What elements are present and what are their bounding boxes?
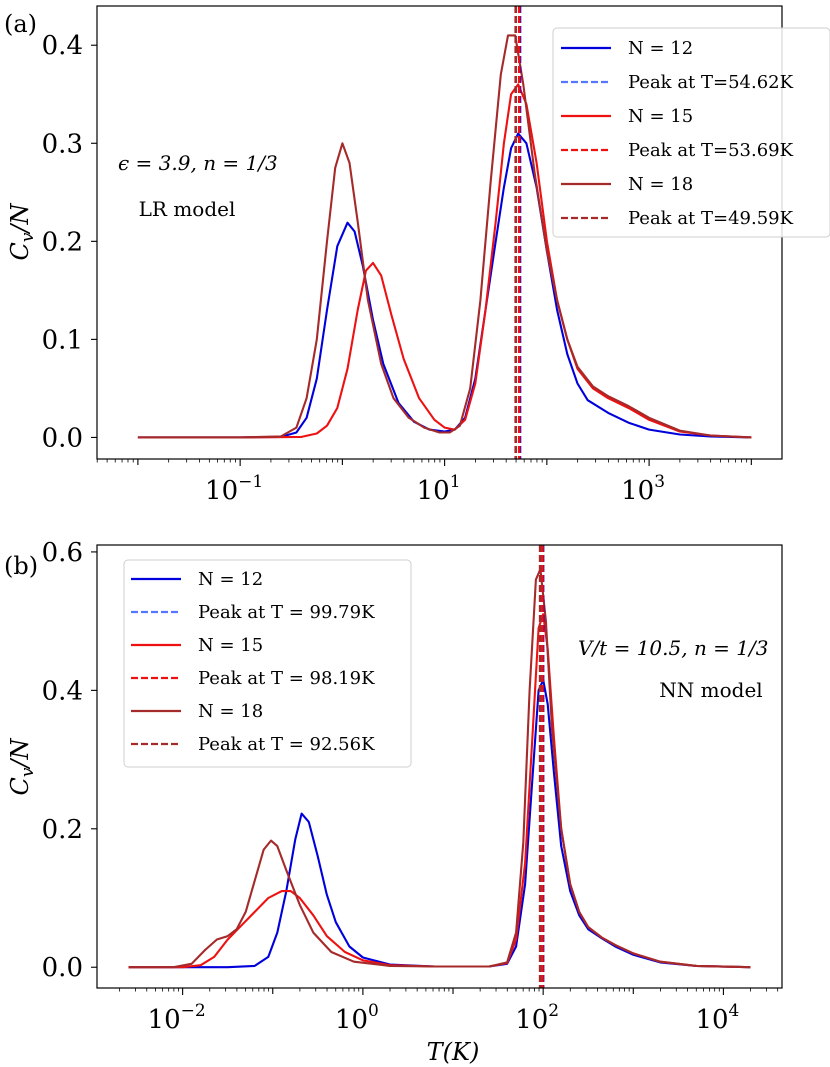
y-tick-label: 0.1 bbox=[42, 325, 83, 355]
legend-entry: N = 15 bbox=[198, 635, 263, 656]
model-annotation: NN model bbox=[659, 678, 762, 702]
legend-entry: N = 12 bbox=[628, 38, 693, 59]
axes-frame bbox=[96, 544, 783, 989]
legend-entry: Peak at T=54.62K bbox=[628, 72, 794, 93]
panel-label: (b) bbox=[4, 552, 38, 580]
y-tick-label: 0.2 bbox=[42, 815, 83, 845]
panel-b: 0.0 0.2 0.4 0.6 10−2 100 102 104 (b) Cv/N T(K) V/t … bbox=[4, 538, 783, 1066]
y-axis-label: Cv/N bbox=[6, 202, 38, 260]
x-tick-label: 10−2 bbox=[148, 1001, 206, 1035]
legend-entry: Peak at T = 99.79K bbox=[198, 602, 375, 623]
y-tick-label: 0.0 bbox=[42, 953, 83, 983]
x-tick-label: 104 bbox=[695, 1001, 739, 1035]
parameter-annotation: V/t = 10.5, n = 1/3 bbox=[578, 636, 768, 660]
legend: N = 12 Peak at T = 99.79K N = 15 Peak at T … bbox=[123, 559, 412, 768]
series-group bbox=[137, 6, 752, 459]
legend-entry: N = 15 bbox=[628, 106, 693, 127]
legend-entry: N = 12 bbox=[198, 569, 263, 590]
legend-frame bbox=[552, 27, 830, 238]
parameter-annotation: ϵ = 3.9, n = 1/3 bbox=[118, 151, 278, 175]
y-tick-label: 0.4 bbox=[42, 676, 83, 706]
panel-label: (a) bbox=[4, 10, 37, 38]
series-line-n18 bbox=[128, 568, 751, 969]
x-axis-label: T(K) bbox=[427, 1038, 480, 1066]
y-tick-label: 0.6 bbox=[42, 538, 83, 568]
y-axis-label: Cv/N bbox=[6, 737, 38, 795]
y-tick-label: 0.2 bbox=[42, 227, 83, 257]
legend-entry: N = 18 bbox=[198, 701, 263, 722]
legend-entry: Peak at T = 98.19K bbox=[198, 668, 375, 689]
series-group bbox=[128, 545, 751, 988]
x-tick-label: 101 bbox=[417, 472, 461, 506]
x-tick-label: 100 bbox=[335, 1001, 379, 1035]
x-tick-label: 10−1 bbox=[205, 472, 263, 506]
model-annotation: LR model bbox=[139, 197, 236, 221]
legend-entry: Peak at T=53.69K bbox=[628, 140, 794, 161]
y-tick-label: 0.4 bbox=[42, 31, 83, 61]
legend-entry: Peak at T=49.59K bbox=[628, 208, 794, 229]
legend-frame bbox=[123, 559, 412, 768]
legend: N = 12 Peak at T=54.62K N = 15 Peak at T=53… bbox=[552, 27, 830, 238]
y-tick-label: 0.3 bbox=[42, 129, 83, 159]
y-tick-label: 0.0 bbox=[42, 423, 83, 453]
panel-a: 0.0 0.1 0.2 0.3 0.4 10−1 101 103 (a) Cv/N ϵ = 3.9,… bbox=[4, 5, 830, 506]
series-line-n15 bbox=[137, 83, 752, 439]
legend-entry: Peak at T = 92.56K bbox=[198, 734, 375, 755]
series-line-n18 bbox=[137, 34, 752, 439]
legend-entry: N = 18 bbox=[628, 174, 693, 195]
x-tick-label: 102 bbox=[515, 1001, 559, 1035]
x-tick-label: 103 bbox=[621, 472, 665, 506]
